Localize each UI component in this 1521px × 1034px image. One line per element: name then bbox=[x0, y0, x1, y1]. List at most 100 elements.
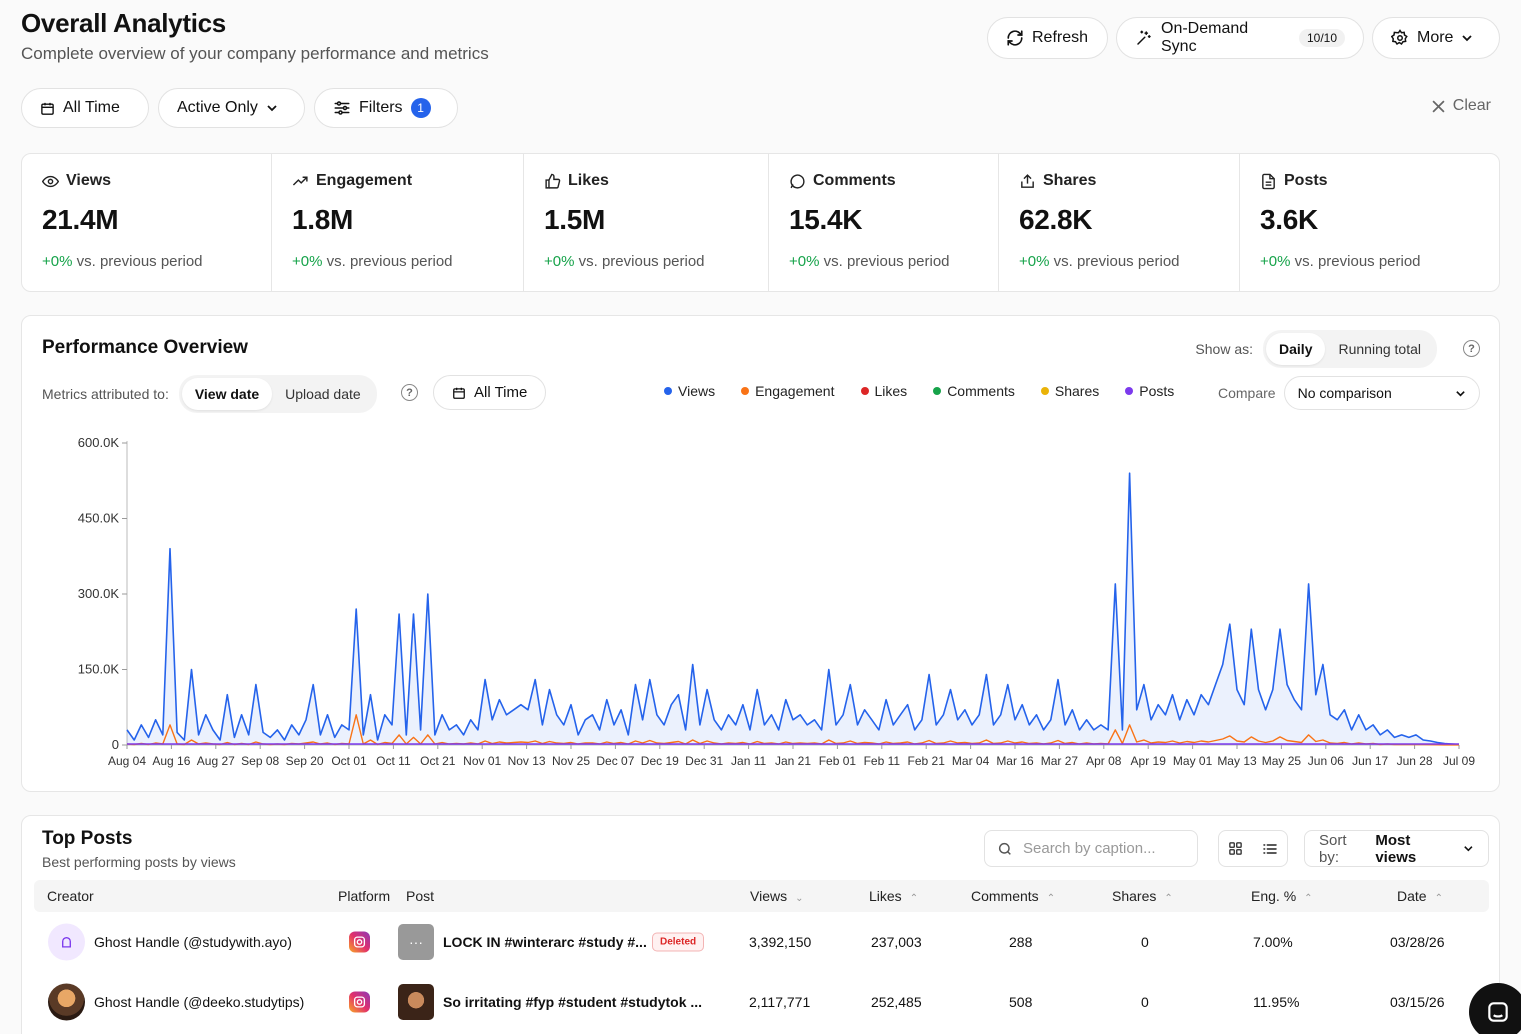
refresh-icon bbox=[1007, 30, 1023, 46]
stat-change: +0% vs. previous period bbox=[292, 253, 503, 270]
shares-value: 0 bbox=[1141, 934, 1149, 950]
more-button[interactable]: More bbox=[1372, 17, 1500, 59]
creator-name[interactable]: Ghost Handle (@studywith.ayo) bbox=[94, 934, 292, 950]
x-tick-label: May 13 bbox=[1217, 754, 1257, 768]
grid-view-icon[interactable] bbox=[1228, 841, 1243, 856]
stat-label: Views bbox=[42, 172, 251, 190]
close-icon bbox=[1432, 99, 1445, 113]
filters-button[interactable]: Filters 1 bbox=[314, 88, 458, 128]
legend-label: Likes bbox=[874, 383, 908, 399]
legend-item-comments[interactable]: Comments bbox=[933, 383, 1015, 399]
stat-value: 1.5M bbox=[544, 204, 606, 235]
eng-value: 11.95% bbox=[1253, 994, 1300, 1010]
legend-item-engagement[interactable]: Engagement bbox=[741, 383, 835, 399]
sort-value: Most views bbox=[1375, 831, 1417, 866]
column-views[interactable]: Views ⌄ bbox=[750, 888, 803, 904]
column-likes[interactable]: Likes ⌃ bbox=[869, 888, 918, 904]
x-tick-label: Mar 16 bbox=[996, 754, 1034, 768]
stat-card-posts: Posts 3.6K +0% vs. previous period bbox=[1240, 154, 1499, 291]
x-tick-label: Apr 08 bbox=[1086, 754, 1122, 768]
search-placeholder: Search by caption... bbox=[1023, 840, 1156, 857]
status-filter-dropdown[interactable]: Active Only bbox=[158, 88, 305, 128]
attribution-view-date[interactable]: View date bbox=[181, 378, 273, 410]
on-demand-sync-button[interactable]: On-Demand Sync 10/10 bbox=[1116, 17, 1364, 59]
attribution-upload-date[interactable]: Upload date bbox=[285, 386, 361, 402]
stat-change: +0% vs. previous period bbox=[544, 253, 748, 270]
stat-label-text: Posts bbox=[1284, 172, 1328, 189]
legend-item-views[interactable]: Views bbox=[664, 383, 715, 399]
sliders-icon bbox=[334, 101, 350, 115]
stat-value: 21.4M bbox=[42, 204, 119, 235]
legend-item-likes[interactable]: Likes bbox=[860, 383, 908, 399]
column-label: Date bbox=[1397, 888, 1427, 904]
refresh-button[interactable]: Refresh bbox=[987, 17, 1108, 59]
top-posts-subtitle: Best performing posts by views bbox=[42, 854, 236, 870]
post-caption[interactable]: LOCK IN #winterarc #study #... bbox=[443, 934, 647, 950]
clear-filters-button[interactable]: Clear bbox=[1432, 97, 1491, 115]
x-tick-label: Jun 06 bbox=[1308, 754, 1344, 768]
legend-label: Posts bbox=[1139, 383, 1175, 399]
comments-value: 288 bbox=[1009, 934, 1033, 950]
filters-label: Filters bbox=[359, 99, 403, 116]
stat-change-value: +0% bbox=[42, 253, 73, 270]
sort-label: Sort by: bbox=[1319, 831, 1347, 866]
post-thumbnail[interactable] bbox=[398, 984, 434, 1020]
column-shares[interactable]: Shares ⌃ bbox=[1112, 888, 1173, 904]
column-label: Likes bbox=[869, 888, 902, 904]
list-view-icon[interactable] bbox=[1262, 841, 1278, 857]
stat-change-suffix: vs. previous period bbox=[1294, 253, 1421, 270]
legend-dot bbox=[1040, 387, 1049, 395]
search-input[interactable]: Search by caption... bbox=[984, 830, 1198, 867]
x-tick-label: Mar 04 bbox=[952, 754, 990, 768]
legend-dot bbox=[860, 387, 869, 395]
stat-value: 3.6K bbox=[1260, 204, 1318, 235]
stat-value: 15.4K bbox=[789, 204, 863, 235]
show-as-daily[interactable]: Daily bbox=[1266, 333, 1326, 365]
compare-dropdown[interactable]: No comparison bbox=[1283, 376, 1480, 410]
sort-dropdown[interactable]: Sort by: Most views bbox=[1304, 830, 1489, 867]
stat-change: +0% vs. previous period bbox=[1260, 253, 1479, 270]
stat-card-comments: Comments 15.4K +0% vs. previous period bbox=[769, 154, 999, 291]
stat-value: 1.8M bbox=[292, 204, 354, 235]
likes-value: 237,003 bbox=[871, 934, 922, 950]
column-comments[interactable]: Comments ⌃ bbox=[971, 888, 1055, 904]
legend-item-shares[interactable]: Shares bbox=[1040, 383, 1099, 399]
search-icon bbox=[998, 842, 1011, 855]
date-value: 03/15/26 bbox=[1390, 994, 1445, 1010]
stat-label: Comments bbox=[789, 172, 978, 190]
table-row[interactable]: Ghost Handle (@studywith.ayo) ··· LOCK I… bbox=[34, 914, 1489, 970]
sort-asc-icon: ⌃ bbox=[1164, 893, 1173, 904]
y-tick-label: 150.0K bbox=[78, 662, 120, 677]
x-tick-label: Jun 17 bbox=[1352, 754, 1388, 768]
column-post: Post bbox=[406, 888, 435, 904]
column-date[interactable]: Date ⌃ bbox=[1397, 888, 1443, 904]
show-as-toggle: Daily Running total bbox=[1263, 330, 1437, 368]
post-caption[interactable]: So irritating #fyp #student #studytok ..… bbox=[443, 994, 703, 1010]
chart-time-range-label: All Time bbox=[474, 384, 528, 401]
stat-label: Likes bbox=[544, 172, 748, 190]
ghost-icon bbox=[62, 937, 71, 948]
compare-label: Compare bbox=[1218, 385, 1276, 401]
x-tick-label: Nov 01 bbox=[463, 754, 501, 768]
sparkle-icon bbox=[1137, 30, 1151, 45]
stat-change-value: +0% bbox=[789, 253, 820, 270]
post-thumbnail-placeholder[interactable]: ··· bbox=[398, 924, 434, 960]
top-posts-card: Top Posts Best performing posts by views… bbox=[21, 815, 1500, 1034]
stat-change-value: +0% bbox=[1260, 253, 1291, 270]
creator-avatar bbox=[48, 983, 85, 1021]
help-icon[interactable]: ? bbox=[1463, 340, 1480, 357]
stat-change-suffix: vs. previous period bbox=[823, 253, 950, 270]
creator-name[interactable]: Ghost Handle (@deeko.studytips) bbox=[94, 994, 305, 1010]
table-row[interactable]: Ghost Handle (@deeko.studytips) So irrit… bbox=[34, 974, 1489, 1030]
stat-value: 62.8K bbox=[1019, 204, 1093, 235]
show-as-running-total[interactable]: Running total bbox=[1338, 341, 1421, 357]
time-range-button[interactable]: All Time bbox=[21, 88, 149, 128]
shares-value: 0 bbox=[1141, 994, 1149, 1010]
help-icon[interactable]: ? bbox=[401, 384, 418, 401]
legend-dot bbox=[1125, 387, 1134, 395]
chat-launcher-button[interactable] bbox=[1469, 983, 1521, 1034]
column-eng[interactable]: Eng. % ⌃ bbox=[1251, 888, 1313, 904]
legend-item-posts[interactable]: Posts bbox=[1125, 383, 1174, 399]
attributed-label: Metrics attributed to: bbox=[42, 386, 169, 402]
chart-time-range-button[interactable]: All Time bbox=[433, 375, 547, 410]
